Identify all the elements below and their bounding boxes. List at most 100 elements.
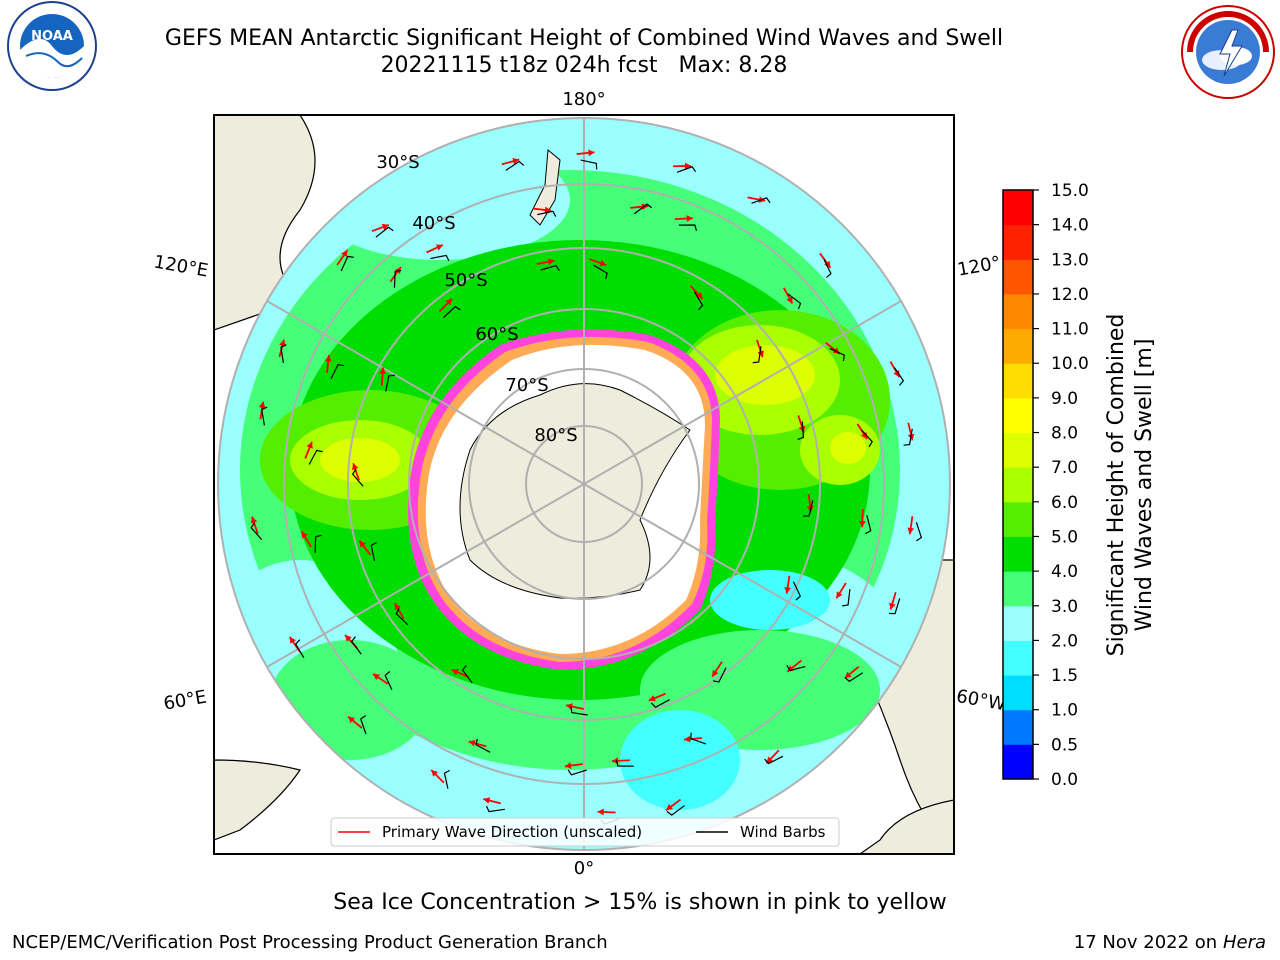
wave-arrow-head (683, 735, 691, 743)
colorbar-tick-label: 0.5 (1051, 735, 1078, 755)
colorbar-tick-label: 11.0 (1051, 320, 1089, 340)
wave-arrow-head (379, 367, 387, 374)
wind-barb (375, 226, 394, 238)
colorbar-segment (1003, 501, 1033, 537)
wind-barb (360, 715, 367, 735)
wave-arrow-head (445, 298, 453, 306)
wind-barb (540, 264, 560, 271)
wind-barb (261, 406, 268, 426)
colorbar-tick-label: 1.5 (1051, 666, 1078, 686)
colorbar-label-line2: Wind Waves and Swell [m] (1132, 339, 1157, 632)
colorbar-tick-label: 15.0 (1051, 181, 1089, 201)
nws-logo (1181, 5, 1275, 99)
wind-barb (650, 699, 670, 708)
wave-arrow-head (435, 244, 443, 251)
colorbar-tick-label: 6.0 (1051, 493, 1078, 513)
wave-arrow-head (547, 258, 555, 266)
wind-barb (250, 522, 263, 541)
colorbar-segment (1003, 467, 1033, 503)
wind-barb (395, 608, 409, 626)
wave-arrow-head (468, 739, 476, 747)
wave-arrow-head (544, 206, 552, 214)
wave-arrow-head (889, 602, 896, 610)
wind-barb (693, 291, 704, 311)
wind-barb (752, 346, 762, 364)
colorbar-segment (1003, 190, 1033, 226)
wave-arrow-head (512, 157, 520, 165)
wind-barb (443, 305, 461, 318)
wind-barb (443, 769, 451, 789)
wind-barb (505, 160, 525, 171)
run-label: 20221115 t18z 024h fcst (380, 53, 658, 78)
footer-date-text: 17 Nov 2022 on (1073, 932, 1218, 953)
wind-barb (751, 197, 771, 204)
wave-arrow-head (483, 797, 491, 804)
wind-barb (823, 258, 832, 279)
wave-arrow-head (372, 673, 380, 681)
lat-label-80s: 80°S (534, 425, 577, 446)
wind-barb (803, 500, 814, 517)
sea-ice-caption: Sea Ice Concentration > 15% is shown in … (333, 890, 947, 915)
wave-arrow-head (859, 520, 866, 528)
colorbar-segment (1003, 675, 1033, 711)
lat-label-40s: 40°S (412, 213, 455, 234)
colorbar-tick-label: 12.0 (1051, 285, 1089, 305)
wave-arrow-head (648, 695, 656, 702)
graticule (217, 117, 951, 851)
wave-arrow-head (348, 716, 355, 724)
wind-barb (690, 732, 707, 745)
wave-arrow-head (306, 441, 313, 449)
lon-label-120e: 120°E (152, 251, 210, 281)
wind-barb (461, 665, 473, 684)
wind-barb (764, 755, 784, 765)
lon-label-0: 0° (574, 858, 594, 879)
colorbar-segment (1003, 536, 1033, 572)
wave-arrow-head (844, 671, 852, 679)
colorbar-tick-label: 7.0 (1051, 458, 1078, 478)
wave-arrow-head (666, 803, 673, 811)
footer-date: 17 Nov 2022 on Hera (1074, 932, 1266, 953)
footer-branch: NCEP/EMC/Verification Post Processing Pr… (12, 932, 608, 953)
wind-barb (294, 639, 305, 659)
lon-label-60e: 60°E (162, 686, 208, 714)
map-legend: Primary Wave Direction (unscaled) Wind B… (330, 817, 840, 847)
colorbar-tick-label: 0.0 (1051, 770, 1078, 790)
colorbar-segment (1003, 259, 1033, 295)
wave-arrow-head (757, 350, 764, 358)
wind-barb (861, 429, 873, 448)
colorbar-tick-label: 13.0 (1051, 250, 1089, 270)
wind-barb (340, 255, 354, 272)
wind-barb (330, 363, 345, 380)
colorbar-tick-label: 8.0 (1051, 424, 1078, 444)
lon-label-60w: 60°W (955, 686, 1008, 715)
wave-arrow-head (279, 339, 286, 347)
wave-arrow-head (686, 215, 693, 222)
wave-arrow-head (684, 162, 692, 170)
colorbar-tick-label: 3.0 (1051, 597, 1078, 617)
wind-barb (370, 542, 377, 562)
wave-arrow-head (597, 808, 604, 816)
wind-barb (712, 667, 727, 683)
wind-barb (865, 515, 872, 535)
wind-barb (678, 224, 698, 231)
wave-arrow-head (394, 603, 401, 611)
legend-label-wind: Wind Barbs (740, 823, 826, 841)
wave-arrow-head (599, 259, 607, 267)
wind-barb (615, 760, 634, 767)
chart-title: GEFS MEAN Antarctic Significant Height o… (164, 26, 1004, 51)
max-label: Max: 8.28 (678, 53, 788, 78)
wind-barb (430, 254, 450, 262)
wind-barb (570, 706, 588, 716)
noaa-logo: NOAA (7, 1, 97, 91)
wind-barb (844, 672, 864, 683)
wind-barb (314, 534, 322, 553)
wind-barb (893, 367, 905, 386)
colorbar (1002, 189, 1034, 780)
colorbar-segment (1003, 709, 1033, 745)
wind-barb (915, 522, 923, 542)
wind-barb (842, 588, 851, 607)
lat-label-30s: 30°S (376, 152, 419, 173)
map-frame (213, 114, 955, 855)
wind-barb (393, 269, 402, 288)
